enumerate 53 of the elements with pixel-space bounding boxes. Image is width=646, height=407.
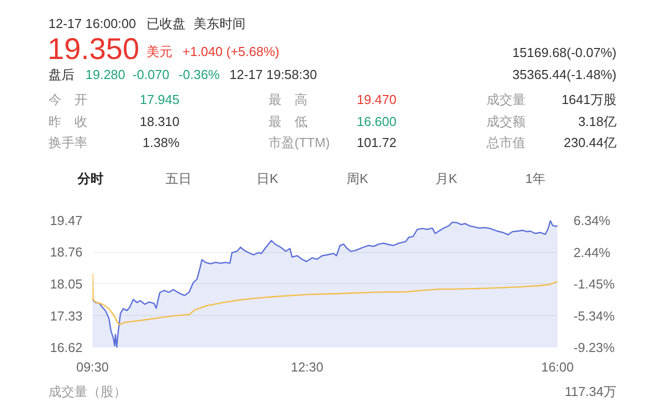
y2-tick-label: -1.45% xyxy=(574,276,616,292)
text: 1641万股 xyxy=(562,92,616,107)
text: 17.945 xyxy=(140,92,180,107)
text: 周K xyxy=(346,171,369,186)
text: 市盈(TTM) xyxy=(268,135,330,150)
text: 总市值 xyxy=(486,135,526,150)
text: 101.72 xyxy=(356,135,397,150)
x-tick-label: 16:00 xyxy=(541,360,574,374)
y2-tick-label: -5.34% xyxy=(574,308,616,324)
text: 12-17 19:58:30 xyxy=(230,67,317,82)
text: 19.470 xyxy=(356,92,397,107)
text: 分时 xyxy=(76,171,104,186)
text: 日K xyxy=(256,171,279,186)
text: 15169.68(-0.07%) xyxy=(512,45,617,60)
text: 美东时间 xyxy=(194,16,246,31)
text: 35365.44(-1.48%) xyxy=(512,67,617,82)
text: 盘后 xyxy=(48,67,74,82)
y2-tick-label: 6.34% xyxy=(574,213,611,228)
text: 成交量 xyxy=(486,92,526,107)
text: -0.070 xyxy=(132,67,170,82)
x-tick-label: 12:30 xyxy=(290,360,324,374)
text: 美元 xyxy=(146,44,172,59)
text: 230.44亿 xyxy=(564,135,617,150)
text: 最 高 xyxy=(268,92,308,107)
text: 已收盘 xyxy=(146,16,186,31)
text: 最 低 xyxy=(268,114,308,129)
text: 19.350 xyxy=(48,33,140,66)
text: 16.600 xyxy=(356,114,397,129)
text: 今 开 xyxy=(48,92,88,107)
text: 1年 xyxy=(525,171,546,186)
line-series xyxy=(92,272,558,326)
text: 月K xyxy=(436,171,458,186)
text: 3.18亿 xyxy=(578,114,617,129)
text: 19.280 xyxy=(86,67,126,82)
text: 12-17 16:00:00 xyxy=(48,16,136,31)
y-tick-label: 18.05 xyxy=(50,276,83,292)
text: 换手率 xyxy=(48,135,88,150)
y-tick-label: 19.47 xyxy=(50,213,83,228)
y-tick-label: 18.76 xyxy=(50,244,83,260)
text: 1.38% xyxy=(142,135,180,150)
y-tick-label: 16.62 xyxy=(50,340,83,355)
text: 成交额 xyxy=(486,114,526,129)
text: 昨 收 xyxy=(48,114,88,129)
text: 五日 xyxy=(166,171,192,186)
x-tick-label: 09:30 xyxy=(76,360,109,374)
text: 117.34万 xyxy=(564,384,616,399)
text: 18.310 xyxy=(140,114,180,129)
y-tick-label: 17.33 xyxy=(50,308,83,324)
text: 成交量（股） xyxy=(48,384,126,399)
y2-tick-label: 2.44% xyxy=(574,244,611,260)
text: -0.36% xyxy=(178,67,220,82)
text: +1.040 (+5.68%) xyxy=(182,44,280,59)
y2-tick-label: -9.23% xyxy=(574,340,616,355)
